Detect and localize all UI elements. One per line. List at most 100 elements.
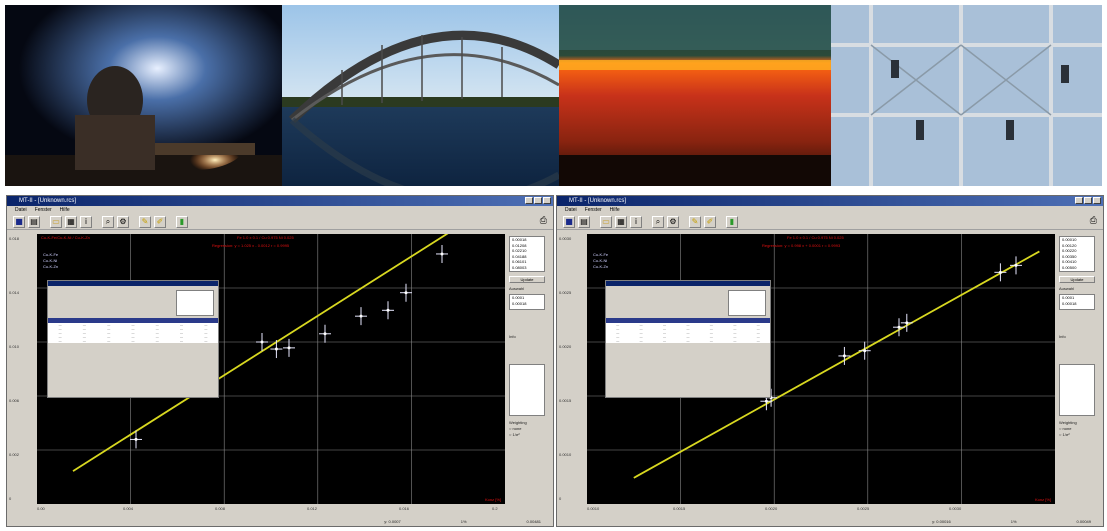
data-point (319, 324, 331, 343)
data-point (130, 430, 142, 449)
table-icon[interactable]: ▦ (65, 215, 77, 228)
list-item[interactable]: 0.01208 (512, 242, 527, 248)
x-tick: 0.2 (492, 506, 498, 511)
list-item[interactable]: 0.00018 (512, 237, 527, 242)
x-tick: 0.016 (399, 506, 410, 511)
data-point (436, 244, 448, 263)
selection-label: Auswahl (1059, 286, 1075, 291)
weighting-option-none[interactable]: ○ none (509, 426, 522, 431)
legend-item: Cu-K-Zn (43, 264, 59, 269)
zoom-icon[interactable]: ⌕ (102, 215, 114, 228)
x-tick: 0.008 (215, 506, 226, 511)
paint-icon[interactable]: ✐ (154, 215, 166, 228)
data-point (838, 346, 851, 365)
update-button[interactable]: Update (509, 276, 545, 283)
weighting-option-sigma[interactable]: ○ 1/σ² (1059, 432, 1070, 437)
list-item[interactable]: 0.08003 (512, 264, 527, 270)
plot-area[interactable]: Fe 1.0 x 0.1 / Cu 0.975 Ni 0.025 Regress… (587, 234, 1055, 504)
x-tick: 0.0025 (857, 506, 870, 511)
data-point (283, 338, 295, 357)
open-folder-icon[interactable]: ▭ (600, 215, 612, 228)
results-dialog[interactable]: — — — — — — — — — — — — — — — — — — — — — — — — — — — — — — — — — — — (47, 280, 219, 398)
weighting-option-none[interactable]: ○ none (1059, 426, 1072, 431)
list-item[interactable]: 0.00120 (1062, 242, 1077, 248)
list-item[interactable]: 0.00010 (1062, 237, 1077, 242)
x-tick: 0.012 (307, 506, 318, 511)
values-list[interactable]: 0.00010 0.00120 0.00220 0.00350 0.00410 … (1059, 236, 1095, 272)
menu-file[interactable]: Datei (15, 207, 27, 213)
settings-icon[interactable]: ⚙ (117, 215, 129, 228)
pen-icon[interactable]: ✎ (689, 215, 701, 228)
close-button[interactable] (543, 197, 551, 204)
side-panel: 0.00018 0.01208 0.02210 0.04188 0.06101 … (509, 234, 551, 522)
save-icon[interactable]: ■ (563, 215, 575, 228)
minimize-button[interactable] (1075, 197, 1083, 204)
data-point (1010, 256, 1022, 275)
update-button[interactable]: Update (1059, 276, 1095, 283)
close-button[interactable] (1093, 197, 1101, 204)
list-item[interactable]: 0.00500 (1062, 264, 1077, 270)
header-center-label: Fe 1.0 x 0.1 / Cu 0.975 Ni 0.025 (237, 235, 294, 240)
list-item[interactable]: 0.02210 (512, 248, 527, 253)
list-item[interactable]: 0.00220 (1062, 248, 1077, 253)
list-item[interactable]: 0.06101 (512, 259, 527, 264)
open-folder-icon[interactable]: ▭ (50, 215, 62, 228)
settings-icon[interactable]: ⚙ (667, 215, 679, 228)
y-axis: 0.018 0.014 0.010 0.006 0.002 0 (7, 234, 37, 504)
menu-help[interactable]: Hilfe (609, 207, 620, 213)
x-tick: 0.0020 (765, 506, 778, 511)
info-label: Info (1059, 334, 1066, 339)
x-tick: 0.0015 (673, 506, 686, 511)
y-tick: 0.0020 (559, 344, 572, 349)
bottle-icon[interactable]: ▮ (176, 215, 188, 228)
maximize-button[interactable] (1084, 197, 1092, 204)
combo-option[interactable]: 0.0001 (512, 295, 525, 300)
combo-option[interactable]: 0.0001 (1062, 295, 1075, 300)
y-tick: 0.0010 (559, 452, 572, 457)
menu-window[interactable]: Fenster (34, 207, 52, 213)
table-icon[interactable]: ▦ (615, 215, 627, 228)
list-item[interactable]: 0.04188 (512, 253, 527, 259)
print-icon[interactable]: ▤ (578, 215, 590, 228)
info-icon[interactable]: i (630, 215, 642, 228)
combo-option[interactable]: 0.00018 (512, 301, 527, 306)
combo-box[interactable]: 0.0001 0.00018 (509, 294, 545, 310)
menu-help[interactable]: Hilfe (59, 207, 70, 213)
maximize-button[interactable] (534, 197, 542, 204)
toolbar: ■ ▤ ▭ ▦ i ⌕ ⚙ ✎ ✐ ▮ (7, 214, 553, 230)
pen-icon[interactable]: ✎ (139, 215, 151, 228)
print-icon[interactable]: ▤ (28, 215, 40, 228)
save-icon[interactable]: ■ (13, 215, 25, 228)
minimize-button[interactable] (525, 197, 533, 204)
list-item[interactable]: 0.00410 (1062, 259, 1077, 264)
menu-window[interactable]: Fenster (584, 207, 602, 213)
window-title: MT-II - [Unknown.rcs] (569, 198, 627, 204)
side-panel: 0.00010 0.00120 0.00220 0.00350 0.00410 … (1059, 234, 1101, 522)
values-list[interactable]: 0.00018 0.01208 0.02210 0.04188 0.06101 … (509, 236, 545, 272)
status-percent: 1% (1010, 519, 1017, 524)
toolbar: ■ ▤ ▭ ▦ i ⌕ ⚙ ✎ ✐ ▮ (557, 214, 1103, 230)
selection-label: Auswahl (509, 286, 525, 291)
data-point (900, 313, 913, 332)
data-point (858, 341, 871, 360)
dialog-preview-box (728, 290, 766, 316)
list-item[interactable]: 0.00350 (1062, 253, 1077, 259)
combo-option[interactable]: 0.00018 (1062, 301, 1077, 306)
results-dialog[interactable]: — — — — — — — — — — — — — — — — — — — — — — — — — — — — — — — — — — — (605, 280, 771, 398)
weighting-option-label: none (512, 426, 522, 431)
weighting-option-sigma[interactable]: ○ 1/σ² (509, 432, 520, 437)
info-icon[interactable]: i (80, 215, 92, 228)
printer-corner-icon[interactable]: ⎙ (1089, 216, 1097, 226)
printer-corner-icon[interactable]: ⎙ (539, 216, 547, 226)
paint-icon[interactable]: ✐ (704, 215, 716, 228)
menu-file[interactable]: Datei (565, 207, 577, 213)
plot-area[interactable]: Cu-K-Fe/Cu-K-Ni / Cu-K-Zn Fe 1.0 x 0.1 /… (37, 219, 505, 504)
bottle-icon[interactable]: ▮ (726, 215, 738, 228)
legend: Cu-K-Fe Cu-K-Ni Cu-K-Zn (593, 252, 608, 270)
combo-box[interactable]: 0.0001 0.00018 (1059, 294, 1095, 310)
axis-corner-label: Konz [%] (1034, 497, 1051, 502)
y-tick: 0 (9, 496, 12, 501)
dialog-preview-box (176, 290, 214, 316)
x-tick: 0.00 (37, 506, 45, 511)
zoom-icon[interactable]: ⌕ (652, 215, 664, 228)
